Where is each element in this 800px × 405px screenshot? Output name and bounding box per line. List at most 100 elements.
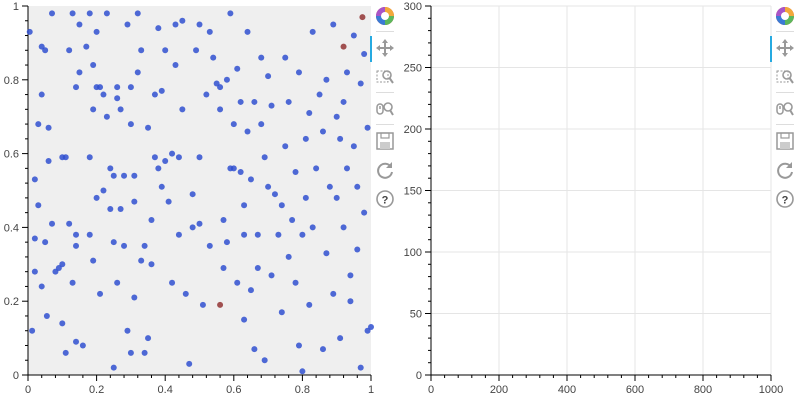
scatter-point[interactable] — [268, 102, 275, 109]
scatter-point[interactable] — [278, 202, 285, 209]
scatter-point[interactable] — [110, 239, 117, 246]
scatter-point[interactable] — [42, 239, 49, 246]
scatter-point[interactable] — [121, 242, 128, 249]
scatter-point[interactable] — [247, 176, 254, 183]
scatter-point[interactable] — [220, 217, 227, 224]
selected-point[interactable] — [359, 14, 366, 21]
scatter-point[interactable] — [29, 327, 36, 334]
scatter-point[interactable] — [103, 113, 110, 120]
scatter-point[interactable] — [196, 154, 203, 161]
scatter-point[interactable] — [268, 272, 275, 279]
scatter-point[interactable] — [278, 309, 285, 316]
scatter-point[interactable] — [76, 69, 83, 76]
scatter-point[interactable] — [117, 205, 124, 212]
scatter-point[interactable] — [90, 257, 97, 264]
scatter-point[interactable] — [134, 10, 141, 17]
scatter-point[interactable] — [368, 324, 374, 331]
scatter-point[interactable] — [42, 47, 49, 54]
scatter-point[interactable] — [131, 294, 138, 301]
scatter-point[interactable] — [90, 62, 97, 69]
scatter-point[interactable] — [333, 113, 340, 120]
scatter-point[interactable] — [295, 342, 302, 349]
scatter-point[interactable] — [121, 172, 128, 179]
scatter-point[interactable] — [230, 165, 237, 172]
scatter-point[interactable] — [45, 157, 52, 164]
scatter-point[interactable] — [62, 154, 69, 161]
scatter-point[interactable] — [354, 183, 361, 190]
scatter-point[interactable] — [241, 316, 248, 323]
scatter-point[interactable] — [241, 202, 248, 209]
scatter-point[interactable] — [107, 165, 114, 172]
scatter-point[interactable] — [244, 28, 251, 35]
scatter-point[interactable] — [275, 231, 282, 238]
scatter-point[interactable] — [343, 165, 350, 172]
scatter-point[interactable] — [97, 84, 104, 91]
scatter-point[interactable] — [282, 143, 289, 150]
scatter-point[interactable] — [69, 279, 76, 286]
scatter-point[interactable] — [148, 217, 155, 224]
scatter-point[interactable] — [127, 121, 134, 128]
scatter-point[interactable] — [69, 10, 76, 17]
scatter-point[interactable] — [117, 106, 124, 113]
scatter-point[interactable] — [145, 124, 152, 131]
pan-tool[interactable] — [370, 36, 397, 62]
scatter-point[interactable] — [347, 272, 354, 279]
scatter-point[interactable] — [330, 290, 337, 297]
save-tool[interactable] — [773, 129, 797, 153]
scatter-point[interactable] — [38, 91, 45, 98]
scatter-point[interactable] — [73, 242, 80, 249]
scatter-point[interactable] — [131, 198, 138, 205]
scatter-point[interactable] — [261, 357, 268, 364]
scatter-point[interactable] — [110, 364, 117, 371]
scatter-point[interactable] — [145, 335, 152, 342]
scatter-point[interactable] — [254, 231, 261, 238]
scatter-point[interactable] — [100, 187, 107, 194]
scatter-point[interactable] — [31, 176, 38, 183]
scatter-point[interactable] — [330, 21, 337, 28]
scatter-point[interactable] — [227, 10, 234, 17]
scatter-point[interactable] — [292, 279, 299, 286]
scatter-point[interactable] — [162, 47, 169, 54]
scatter-point[interactable] — [333, 194, 340, 201]
scatter-point[interactable] — [265, 73, 272, 80]
scatter-point[interactable] — [165, 198, 172, 205]
scatter-point[interactable] — [66, 220, 73, 227]
scatter-point[interactable] — [172, 62, 179, 69]
scatter-point[interactable] — [186, 360, 193, 367]
scatter-point[interactable] — [73, 84, 80, 91]
scatter-point[interactable] — [114, 95, 121, 102]
scatter-point[interactable] — [206, 28, 213, 35]
scatter-point[interactable] — [323, 76, 330, 83]
scatter-point[interactable] — [79, 342, 86, 349]
scatter-point[interactable] — [124, 21, 131, 28]
scatter-point[interactable] — [193, 47, 200, 54]
scatter-point[interactable] — [295, 69, 302, 76]
scatter-point[interactable] — [223, 76, 230, 83]
scatter-point[interactable] — [49, 10, 56, 17]
scatter-point[interactable] — [114, 279, 121, 286]
scatter-point[interactable] — [350, 32, 357, 39]
scatter-point[interactable] — [49, 220, 56, 227]
scatter-plot[interactable]: 0 0.2 0.4 0.6 0.8 1 0 0.2 0.4 0.6 0.8 1 — [0, 0, 400, 400]
reset-tool[interactable] — [773, 158, 797, 182]
scatter-point[interactable] — [141, 242, 148, 249]
scatter-point[interactable] — [93, 194, 100, 201]
scatter-point[interactable] — [217, 106, 224, 113]
scatter-point[interactable] — [285, 253, 292, 260]
scatter-point[interactable] — [138, 47, 145, 54]
scatter-point[interactable] — [319, 346, 326, 353]
scatter-point[interactable] — [151, 91, 158, 98]
scatter-point[interactable] — [93, 28, 100, 35]
scatter-point[interactable] — [299, 231, 306, 238]
scatter-point[interactable] — [179, 106, 186, 113]
scatter-point[interactable] — [62, 349, 69, 356]
scatter-point[interactable] — [103, 10, 110, 17]
scatter-point[interactable] — [134, 69, 141, 76]
scatter-point[interactable] — [169, 279, 176, 286]
scatter-point[interactable] — [258, 54, 265, 61]
scatter-point[interactable] — [337, 135, 344, 142]
scatter-point[interactable] — [151, 154, 158, 161]
scatter-point[interactable] — [337, 335, 344, 342]
wheel-zoom-tool[interactable] — [773, 97, 797, 121]
scatter-point[interactable] — [172, 21, 179, 28]
